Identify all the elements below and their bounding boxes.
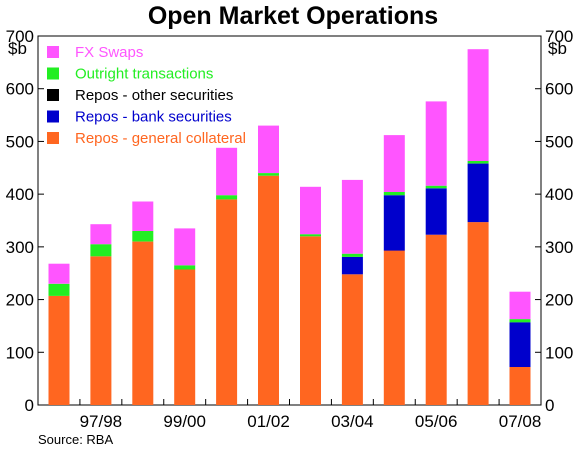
legend-swatch [47, 110, 59, 123]
y-axis-left: 0 100 200 300 400 500 600 700 [6, 27, 44, 415]
legend-swatch [47, 132, 59, 144]
x-tick-label: 99/00 [163, 412, 206, 431]
bars-group [48, 49, 531, 405]
bar-segment [132, 201, 154, 231]
bar-segment [132, 231, 154, 242]
bar-segment [509, 322, 531, 367]
bar-segment [467, 163, 489, 223]
y-tick-label-right: 200 [545, 291, 573, 310]
y-axis-label-left: $b [8, 39, 27, 58]
bar-segment [216, 195, 238, 200]
bar-segment [425, 101, 447, 186]
bar-segment [90, 244, 112, 257]
y-tick-label-right: 700 [545, 27, 573, 46]
legend-swatch [47, 67, 59, 80]
y-tick-label-left: 300 [6, 238, 34, 257]
bar-segment [216, 199, 238, 405]
bar-segment [383, 195, 405, 251]
bar-segment [467, 160, 489, 164]
legend-swatch [47, 89, 59, 101]
bar-segment [132, 241, 154, 405]
bar-segment [341, 253, 363, 257]
bar-segment [48, 263, 70, 284]
bar-segment [509, 291, 531, 320]
legend-label: Outright transactions [75, 66, 213, 83]
source-note: Source: RBA [38, 432, 113, 447]
y-tick-label-left: 100 [6, 343, 34, 362]
legend-label: Repos - other securities [75, 87, 233, 104]
bar-segment [90, 256, 112, 405]
y-tick-label-left: 700 [6, 27, 34, 46]
x-axis: 97/98 99/00 01/02 03/04 05/06 07/08 [79, 399, 542, 431]
bar-segment [467, 222, 489, 405]
y-tick-label-right: 100 [545, 343, 573, 362]
y-tick-label-left: 600 [6, 80, 34, 99]
legend-label: FX Swaps [75, 44, 143, 61]
bar-segment [300, 234, 321, 237]
y-axis-label-right: $b [548, 39, 567, 58]
bar-segment [341, 274, 363, 405]
bar-segment [383, 250, 405, 405]
bar-segment [258, 173, 279, 176]
x-tick-label: 07/08 [499, 412, 542, 431]
bar-segment [425, 185, 447, 189]
legend: FX Swaps Outright transactions Repos - oth… [47, 44, 246, 147]
x-tick-label: 01/02 [247, 412, 290, 431]
bar-segment [509, 319, 531, 323]
bar-segment [174, 265, 196, 270]
bar-segment [341, 179, 363, 254]
bar-segment [509, 367, 531, 405]
legend-label: Repos - bank securities [75, 109, 232, 126]
bar-segment [383, 135, 405, 192]
y-tick-label-right: 500 [545, 132, 573, 151]
bar-segment [48, 283, 70, 296]
x-tick-label: 03/04 [331, 412, 374, 431]
bar-segment [174, 228, 196, 266]
y-tick-label-left: 0 [25, 396, 34, 415]
y-tick-label-right: 600 [545, 80, 573, 99]
y-tick-label-left: 500 [6, 132, 34, 151]
bar-segment [300, 186, 321, 235]
chart-title: Open Market Operations [147, 2, 439, 30]
bar-segment [258, 175, 279, 405]
bar-segment [425, 234, 447, 405]
y-tick-label-right: 300 [545, 238, 573, 257]
y-tick-label-left: 200 [6, 291, 34, 310]
bar-segment [174, 269, 196, 405]
y-tick-label-left: 400 [6, 185, 34, 204]
bar-segment [48, 295, 70, 405]
y-axis-right: 0 100 200 300 400 500 600 700 [535, 27, 573, 415]
bar-segment [467, 49, 489, 162]
legend-label: Repos - general collateral [75, 130, 246, 147]
bar-segment [425, 188, 447, 235]
legend-swatch [47, 46, 59, 58]
bar-segment [341, 256, 363, 275]
y-tick-label-right: 0 [545, 396, 554, 415]
bar-segment [258, 125, 279, 173]
bar-segment [300, 236, 321, 405]
x-tick-label: 05/06 [415, 412, 458, 431]
y-tick-label-right: 400 [545, 185, 573, 204]
bar-segment [216, 147, 238, 196]
bar-segment [383, 192, 405, 196]
bar-segment [90, 224, 112, 245]
x-tick-label: 97/98 [80, 412, 123, 431]
